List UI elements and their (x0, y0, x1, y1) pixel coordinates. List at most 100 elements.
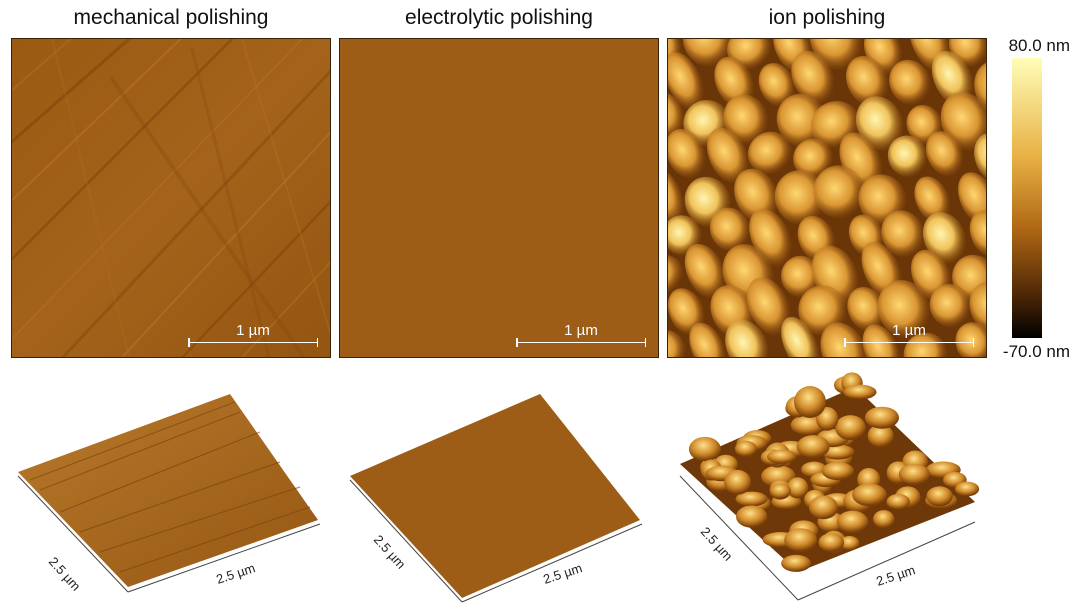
panel-title-electrolytic: electrolytic polishing (405, 6, 593, 29)
surface-plane (18, 394, 318, 587)
mechanical-surface-texture (12, 39, 330, 357)
axis-right (127, 523, 321, 593)
surface-grain (889, 59, 931, 106)
surface-grain (926, 486, 953, 507)
scale-bar-label: 1 µm (236, 322, 270, 339)
surface-grain (781, 316, 820, 357)
colorbar (1012, 58, 1042, 338)
surface-grain (922, 212, 967, 264)
surface-grain (862, 324, 901, 357)
surface-grain (796, 435, 830, 459)
surface-grain (886, 493, 910, 510)
ion-surface-texture (668, 39, 986, 357)
axis-left (17, 475, 129, 593)
surface-grain (724, 469, 752, 495)
surface-grain (668, 52, 705, 111)
scale-bar: 1 µm (844, 322, 974, 347)
axis-label-left: 2.5 µm (46, 554, 84, 594)
axis-label-right: 2.5 µm (874, 562, 917, 589)
surface-peak (794, 386, 826, 418)
surface-grain (872, 510, 895, 529)
surface-grain (668, 128, 707, 179)
surface-grain (734, 440, 757, 457)
surface-grain (821, 461, 854, 481)
axis-left (679, 475, 799, 601)
axis-right (797, 521, 976, 601)
surface-grain (898, 463, 930, 485)
surface-grain (809, 39, 863, 71)
surface-grain (668, 288, 706, 336)
3d-view-mechanical: 2.5 µm 2.5 µm (17, 394, 321, 594)
axis-label-right: 2.5 µm (214, 560, 257, 587)
surface-grain (864, 406, 900, 429)
surface-grain (954, 481, 980, 497)
surface-grain (925, 131, 965, 177)
surface-grain (903, 332, 948, 357)
surface-grain (707, 127, 750, 184)
afm-image-ion: 1 µm (667, 38, 987, 358)
surface-grain (867, 424, 894, 448)
panel-title-mechanical: mechanical polishing (73, 6, 269, 29)
surface-grain (769, 483, 791, 499)
surface-grain (791, 50, 835, 105)
surface-grain (914, 176, 951, 223)
surface-grain (929, 283, 972, 328)
surface-grain (736, 505, 768, 528)
surface-grain (835, 415, 866, 441)
3d-view-electrolytic: 2.5 µm 2.5 µm (349, 394, 643, 603)
scale-bar-label: 1 µm (892, 322, 926, 339)
3d-view-ion: 2.5 µm 2.5 µm (679, 372, 980, 601)
surface-grain (781, 554, 812, 572)
surface-grain (774, 170, 828, 225)
surface-grain (847, 286, 887, 332)
surface-grain (836, 510, 869, 534)
surface-grain (668, 167, 685, 225)
surface-grain (940, 92, 986, 151)
afm-image-mechanical: 1 µm (11, 38, 331, 358)
surface-grain (723, 94, 769, 145)
surface-grain (881, 210, 925, 258)
surface-grain (818, 533, 845, 552)
axis-label-left: 2.5 µm (698, 524, 736, 564)
surface-grain (855, 96, 904, 151)
axis-label-right: 2.5 µm (541, 560, 584, 587)
surface-grain (758, 63, 796, 107)
surface-grain (688, 436, 721, 462)
surface-grain (974, 132, 986, 184)
surface-grain (784, 528, 818, 552)
surface-grain (820, 322, 868, 357)
surface-grain (793, 138, 834, 179)
surface-grain (668, 254, 684, 297)
surface-grain (668, 329, 686, 357)
surface-grain (747, 131, 793, 175)
surface-grain (969, 281, 986, 334)
surface-grain (845, 55, 889, 106)
surface-grain (781, 255, 822, 298)
surface-grain (727, 39, 772, 70)
surface-grain (766, 449, 797, 464)
panel-title-ion: ion polishing (768, 6, 886, 29)
surface-grain (746, 277, 792, 337)
surface-grain (689, 322, 727, 357)
surface-grain (958, 172, 986, 226)
surface-grain (682, 39, 734, 67)
surface-grain (709, 207, 751, 252)
surface-grain (668, 215, 702, 256)
surface-grain (843, 384, 877, 400)
surface-grain (877, 280, 931, 339)
afm-image-electrolytic: 1 µm (339, 38, 659, 358)
surface-grain (786, 477, 809, 499)
scale-bar-label: 1 µm (564, 322, 598, 339)
scale-bar: 1 µm (188, 322, 318, 347)
surface-plane (350, 394, 640, 598)
colorbar-min-label: -70.0 nm (1002, 342, 1070, 361)
surface-grain (887, 135, 928, 177)
surface-grain (852, 483, 887, 507)
axis-right (461, 523, 643, 603)
surface-grain (668, 91, 685, 139)
surface-grain (684, 243, 726, 299)
colorbar-max-label: 80.0 nm (1008, 36, 1070, 55)
surface-grain (839, 536, 860, 551)
surface-grain (969, 210, 986, 258)
surface-grain (725, 319, 769, 357)
